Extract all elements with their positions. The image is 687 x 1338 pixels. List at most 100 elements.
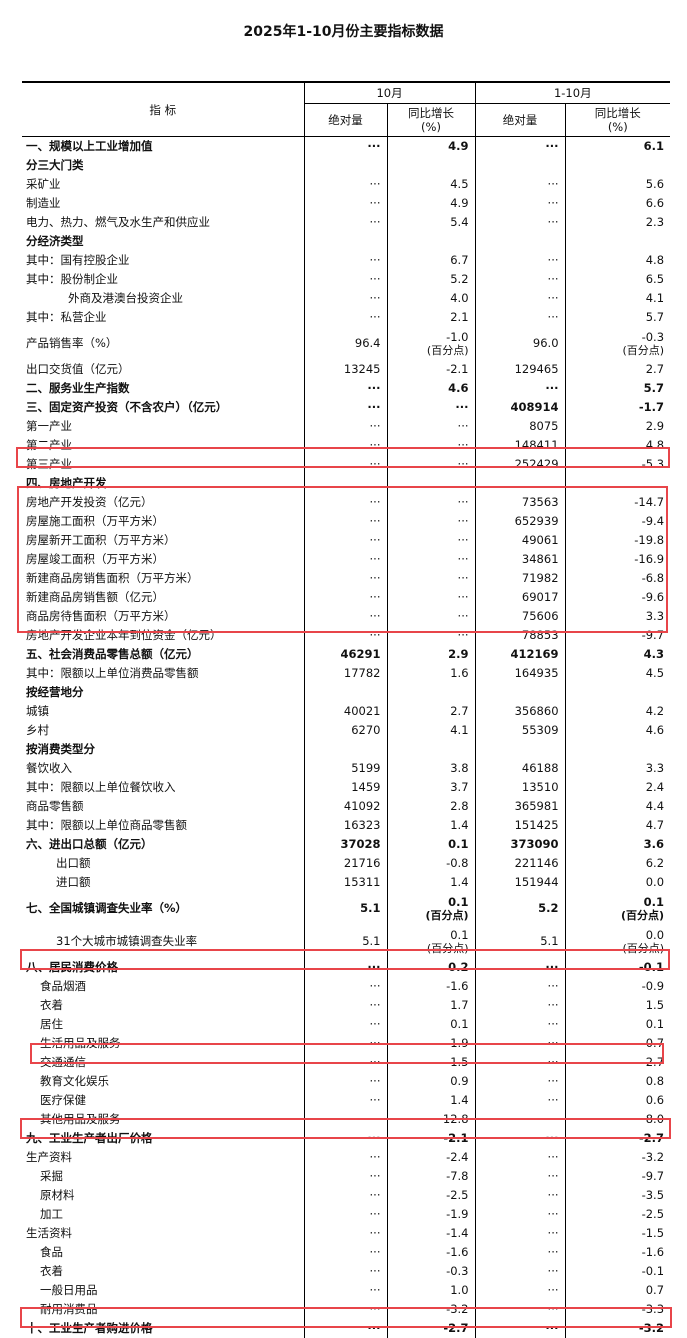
cell-value: ··· [370, 291, 381, 305]
cell-value: 0.7 [646, 1283, 664, 1297]
cell-value: 采矿业 [26, 177, 61, 191]
october-growth: -0.8 [387, 854, 475, 873]
cell-value: 电力、热力、燃气及水生产和供应业 [26, 215, 210, 229]
cell-value: ··· [545, 139, 558, 153]
cell-value: ··· [548, 291, 559, 305]
row-label: 其中：私营企业 [22, 308, 304, 327]
cell-value: 加工 [40, 1207, 63, 1221]
row-label: 餐饮收入 [22, 759, 304, 778]
growth-label: 同比增长 [408, 106, 454, 120]
october-growth: 0.1 [387, 1015, 475, 1034]
october-growth: 3.8 [387, 759, 475, 778]
ytd-growth: -3.2 [565, 1148, 670, 1167]
row-label: 其中：国有控股企业 [22, 251, 304, 270]
cell-value: 2.3 [646, 215, 664, 229]
cell-value: ··· [367, 400, 380, 414]
cell-value: ··· [545, 381, 558, 395]
table-row: 外商及港澳台投资企业···4.0···4.1 [22, 289, 670, 308]
cell-value: 按消费类型分 [26, 742, 95, 756]
october-absolute: ··· [304, 1262, 387, 1281]
ytd-absolute: 8075 [475, 417, 565, 436]
october-absolute [304, 683, 387, 702]
row-label: 衣着 [22, 1262, 304, 1281]
cell-value: 0.1 [644, 895, 664, 909]
cell-value: -1.7 [639, 400, 664, 414]
october-growth: -1.4 [387, 1224, 475, 1243]
header-absolute-1: 绝对量 [304, 104, 387, 137]
cell-value: 5.1 [362, 934, 380, 948]
cell-value: 六、进出口总额（亿元） [26, 837, 153, 851]
table-row: 采矿业···4.5···5.6 [22, 175, 670, 194]
table-row: 采掘···-7.8···-9.7 [22, 1167, 670, 1186]
header-growth-2: 同比增长(%) [565, 104, 670, 137]
october-absolute: 21716 [304, 854, 387, 873]
cell-value: 衣着 [40, 998, 63, 1012]
cell-value: -9.7 [642, 1169, 664, 1183]
october-absolute: ··· [304, 213, 387, 232]
header-absolute-2: 绝对量 [475, 104, 565, 137]
cell-value: ··· [370, 196, 381, 210]
ytd-growth: 4.6 [565, 721, 670, 740]
cell-value: ··· [370, 979, 381, 993]
cell-value: ··· [548, 215, 559, 229]
october-growth: 4.9 [387, 137, 475, 157]
cell-value: -1.6 [446, 1245, 468, 1259]
cell-value: 制造业 [26, 196, 61, 210]
cell-value: 4.1 [646, 291, 664, 305]
october-growth: -7.8 [387, 1167, 475, 1186]
ytd-absolute: 129465 [475, 360, 565, 379]
cell-value: -2.5 [446, 1188, 468, 1202]
cell-value: 0.1 [448, 895, 468, 909]
ytd-growth: 3.6 [565, 835, 670, 854]
cell-value: 二、服务业生产指数 [26, 381, 130, 395]
ytd-absolute: ··· [475, 1243, 565, 1262]
row-label: 按消费类型分 [22, 740, 304, 759]
ytd-absolute: ··· [475, 270, 565, 289]
ytd-growth: -9.7 [565, 1167, 670, 1186]
table-row: 按经营地分 [22, 683, 670, 702]
october-absolute: ··· [304, 1186, 387, 1205]
october-absolute: 37028 [304, 835, 387, 854]
october-absolute: ··· [304, 1015, 387, 1034]
cell-value: 七、全国城镇调查失业率（%） [26, 901, 187, 915]
table-row: 分经济类型 [22, 232, 670, 251]
ytd-growth: 4.3 [565, 645, 670, 664]
cell-value: 出口额 [56, 856, 91, 870]
october-absolute: ··· [304, 251, 387, 270]
cell-value: ··· [548, 253, 559, 267]
cell-value: 医疗保健 [40, 1093, 86, 1107]
cell-value: ··· [370, 998, 381, 1012]
october-absolute: 13245 [304, 360, 387, 379]
cell-value: 0.0 [646, 875, 664, 889]
header-period-jan-oct: 1-10月 [475, 82, 670, 104]
highlight-box-cpi [20, 949, 670, 970]
cell-value: -1.6 [642, 1245, 664, 1259]
cell-value: 4.7 [646, 818, 664, 832]
cell-value: 6270 [351, 723, 380, 737]
october-absolute: ··· [304, 1243, 387, 1262]
ytd-absolute: 365981 [475, 797, 565, 816]
cell-value: 129465 [515, 362, 559, 376]
october-absolute: ··· [304, 289, 387, 308]
cell-value: 4.3 [644, 647, 664, 661]
cell-value: -1.0 [446, 330, 468, 344]
highlight-box-transport [30, 1043, 664, 1064]
ytd-growth: 4.2 [565, 702, 670, 721]
ytd-absolute: ··· [475, 308, 565, 327]
ytd-absolute: ··· [475, 977, 565, 996]
ytd-absolute: ··· [475, 1281, 565, 1300]
october-growth: 5.4 [387, 213, 475, 232]
unit-note: (百分点) [388, 909, 469, 922]
cell-value: 2.9 [448, 647, 468, 661]
october-absolute [304, 740, 387, 759]
cell-value: 8075 [529, 419, 558, 433]
ytd-absolute: 55309 [475, 721, 565, 740]
october-absolute: ··· [304, 398, 387, 417]
october-absolute: ··· [304, 1091, 387, 1110]
cell-value: 生产资料 [26, 1150, 72, 1164]
cell-value: 按经营地分 [26, 685, 84, 699]
october-growth: -2.5 [387, 1186, 475, 1205]
